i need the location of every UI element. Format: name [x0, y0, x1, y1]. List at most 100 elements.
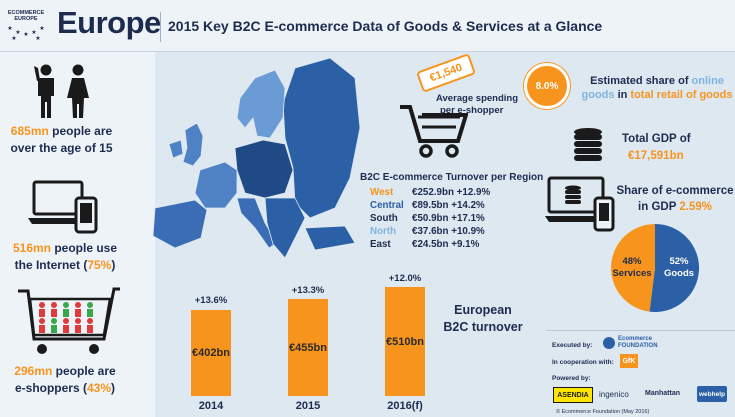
region-row: East €24.5bn +9.1%	[370, 238, 490, 251]
region-value: €37.6bn +10.9%	[412, 225, 490, 238]
internet-stat-number: 516mn	[12, 241, 51, 255]
bar-year-2014: 2014	[198, 400, 224, 412]
pie-goods-pct: 52%	[669, 256, 689, 267]
regions-title: B2C E-commerce Turnover per Region	[360, 172, 544, 183]
people-icon	[34, 64, 89, 118]
bar-growth-2015: +13.3%	[291, 285, 325, 296]
map-region-iberia	[152, 199, 208, 249]
shoppers-stat-number: 296mn	[14, 364, 53, 378]
region-name: South	[370, 213, 398, 224]
turnover-title-line1: European	[454, 303, 512, 317]
region-growth: +14.2%	[451, 200, 485, 211]
cooperation-label: In cooperation with:	[552, 359, 614, 366]
pie-slice-services	[611, 224, 655, 312]
pie-services-label: 48% Services	[611, 256, 653, 280]
shopping-cart-icon	[400, 105, 468, 158]
svg-text:★: ★	[15, 29, 20, 36]
ecommerce-europe-logo: ECOMMERCE EUROPE ★ ★ ★ ★ ★ ★ ★	[4, 4, 48, 48]
svg-text:★: ★	[31, 29, 36, 36]
ecommerce-foundation-logo: Ecommerce FOUNDATION	[603, 336, 664, 350]
executed-by-label: Executed by:	[552, 342, 593, 349]
ecommerce-gdp-line2b: 2.59%	[679, 201, 712, 213]
spending-label-line2: per e-shopper	[440, 105, 504, 116]
region-value-text: €50.9bn	[412, 213, 449, 224]
sponsor-ingenico[interactable]: ingenico	[599, 390, 629, 399]
foundation-name: Ecommerce FOUNDATION	[618, 336, 658, 349]
svg-text:★: ★	[23, 31, 28, 38]
internet-stat-text2a: the Internet (	[14, 258, 88, 272]
sponsor-webhelp[interactable]: webhelp	[697, 386, 727, 402]
region-row: North €37.6bn +10.9%	[370, 225, 490, 238]
region-value: €50.9bn +17.1%	[412, 212, 490, 225]
sponsor-manhattan[interactable]: Manhattan	[645, 390, 680, 397]
pie-goods-name: Goods	[663, 268, 695, 279]
turnover-bar-2016: €510bn	[385, 287, 425, 396]
svg-text:★: ★	[39, 25, 44, 32]
region-name: Central	[370, 200, 404, 211]
region-growth: +10.9%	[451, 226, 485, 237]
age-stat-text1: people are	[48, 124, 113, 138]
ecommerce-gdp-label: Share of e-commerce in GDP 2.59%	[616, 183, 734, 215]
map-region-italy	[236, 197, 278, 249]
svg-text:★: ★	[35, 35, 40, 42]
region-name: East	[370, 239, 391, 250]
shoppers-stat: 296mn people are e-shoppers (43%)	[0, 363, 130, 397]
shoppers-stat-pct: 43%	[86, 381, 112, 395]
region-value: €24.5bn +9.1%	[412, 238, 490, 251]
bar-growth-2014: +13.6%	[194, 295, 228, 306]
online-share-line1b: online	[691, 75, 724, 87]
bar-year-2016: 2016(f)	[387, 400, 423, 412]
map-region-west	[194, 161, 238, 209]
logo-text: ECOMMERCE EUROPE	[4, 10, 48, 22]
svg-text:★: ★	[11, 35, 16, 42]
region-growth: +9.1%	[451, 239, 480, 250]
bar-value-label: €402bn	[192, 347, 230, 359]
shoppers-stat-text2a: e-shoppers (	[14, 381, 87, 395]
gfk-logo: GfK	[620, 354, 638, 368]
shoppers-stat-text2b: )	[111, 381, 116, 395]
region-name: North	[370, 226, 397, 237]
turnover-bar-2014: €402bn	[191, 310, 231, 396]
online-share-line2b: in	[614, 89, 631, 101]
gdp-value: €17,591bn	[628, 150, 684, 162]
map-region-ireland	[168, 139, 184, 159]
map-region-central	[234, 139, 294, 199]
turnover-title: European B2C turnover	[440, 302, 526, 336]
logo-text-line2: EUROPE	[14, 16, 38, 22]
region-name: West	[370, 187, 394, 198]
region-value-text: €89.5bn	[412, 200, 449, 211]
online-share-line2a: goods	[581, 89, 615, 101]
svg-text:★: ★	[7, 25, 12, 32]
internet-stat-text1: people use	[51, 241, 118, 255]
price-tag-value: €1,540	[428, 61, 464, 85]
pie-services-name: Services	[612, 268, 652, 279]
turnover-bar-2015: €455bn	[288, 299, 328, 396]
laptop-coins-icon	[545, 176, 615, 232]
map-region-turkey	[304, 225, 356, 251]
sponsor-asendia[interactable]: ASENDIA	[553, 387, 593, 403]
stars-icon: ★★ ★ ★★★ ★	[7, 25, 44, 42]
page-subtitle: 2015 Key B2C E-commerce Data of Goods & …	[168, 18, 603, 34]
region-growth: +12.9%	[456, 187, 491, 198]
ecommerce-gdp-line2a: in GDP	[638, 201, 680, 213]
region-value-text: €252.9bn	[412, 187, 454, 198]
region-row: West €252.9bn +12.9%	[370, 186, 490, 199]
online-share-label: Estimated share of online goods in total…	[578, 74, 735, 102]
region-row: South €50.9bn +17.1%	[370, 212, 490, 225]
region-value-text: €37.6bn	[412, 226, 449, 237]
age-stat-text2: over the age of 15	[10, 141, 113, 155]
powered-by-label: Powered by:	[552, 375, 591, 382]
turnover-title-line2: B2C turnover	[443, 320, 523, 334]
pie-services-pct: 48%	[622, 256, 642, 267]
region-title: Europe	[57, 5, 161, 40]
header-divider	[160, 12, 161, 42]
europe-map	[152, 58, 361, 259]
spending-label: Average spending per e-shopper	[436, 93, 518, 117]
header-bar	[0, 0, 735, 52]
price-tag-icon: €1,540	[415, 53, 477, 93]
region-row: Central €89.5bn +14.2%	[370, 199, 490, 212]
map-region-uk	[182, 122, 204, 167]
bar-value-label: €455bn	[289, 341, 327, 354]
copyright: © Ecommerce Foundation (May 2016)	[556, 409, 650, 415]
internet-stat: 516mn people use the Internet (75%)	[0, 240, 130, 274]
